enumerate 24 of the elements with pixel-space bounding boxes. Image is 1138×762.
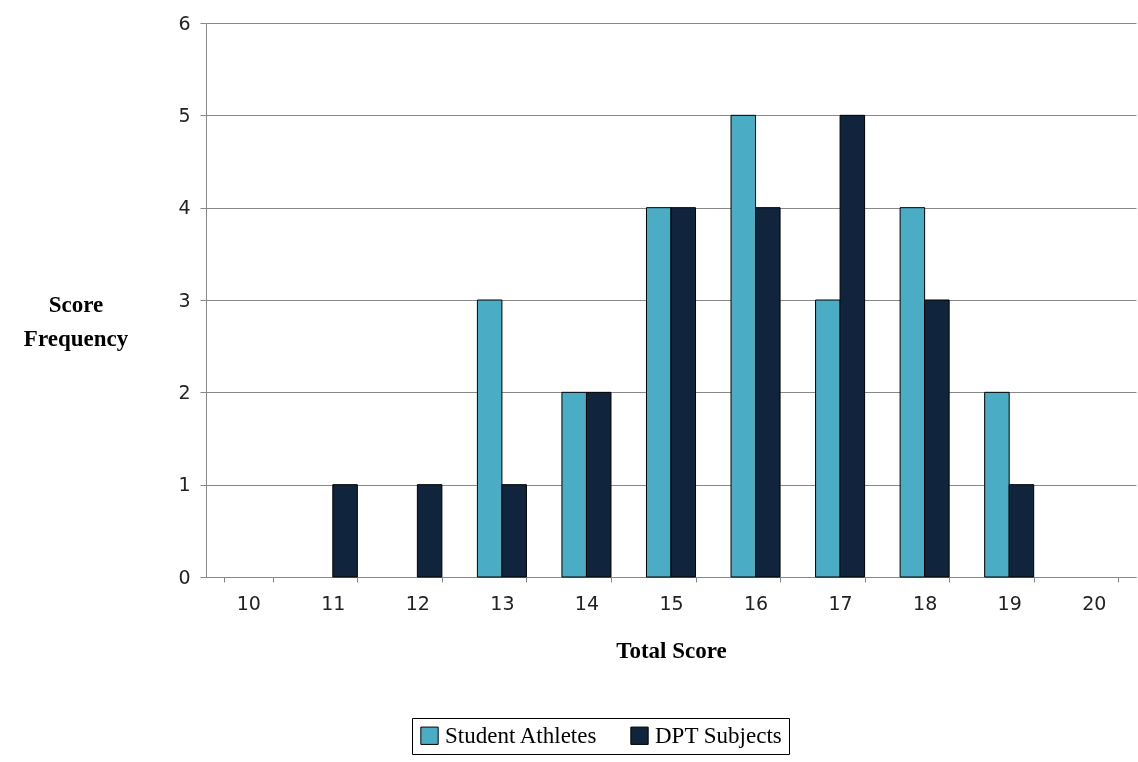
x-tick-label: 19 — [997, 591, 1022, 614]
legend-label: Student Athletes — [445, 722, 597, 748]
y-tick-label: 0 — [178, 565, 191, 588]
y-tick-label: 3 — [178, 288, 191, 311]
y-tick-label: 1 — [178, 473, 191, 496]
x-tick-label: 15 — [659, 591, 684, 614]
y-axis-title: Score Frequency — [23, 292, 129, 351]
bar — [332, 484, 358, 578]
x-tick-label: 10 — [236, 591, 261, 614]
y-tick-label: 2 — [178, 380, 191, 403]
x-tick-label: 12 — [405, 591, 430, 614]
legend-label: DPT Subjects — [655, 722, 782, 748]
y-tick-label: 5 — [178, 103, 191, 126]
x-tick-label: 13 — [490, 591, 515, 614]
y-tick-label: 4 — [178, 196, 191, 219]
x-tick-label: 16 — [743, 591, 769, 614]
x-tick-label: 11 — [321, 591, 346, 614]
x-tick-label: 17 — [828, 591, 853, 614]
x-axis-title: Total Score — [616, 637, 727, 663]
y-tick-label: 6 — [178, 11, 191, 34]
x-tick-label: 14 — [574, 591, 600, 614]
bar — [416, 484, 443, 578]
x-tick-label: 18 — [913, 591, 938, 614]
x-tick-label: 20 — [1082, 591, 1107, 614]
